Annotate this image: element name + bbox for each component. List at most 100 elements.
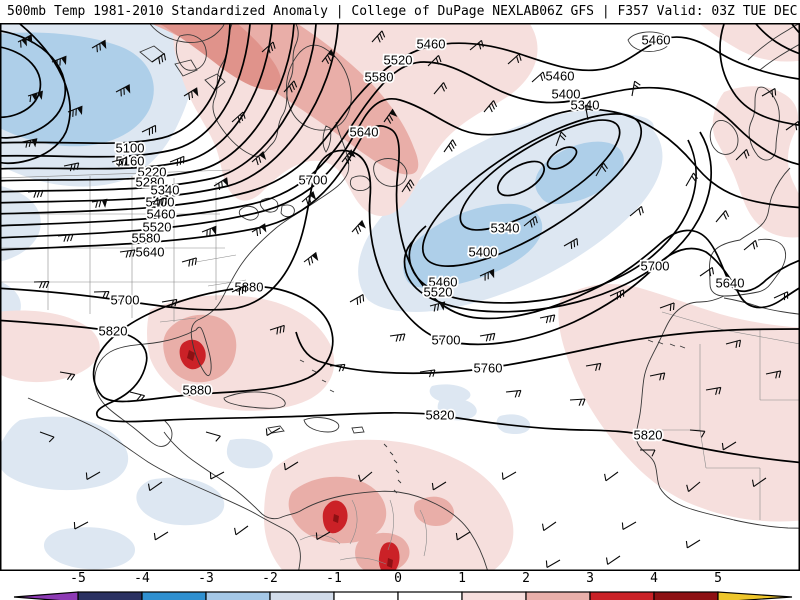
wind-barb (686, 481, 701, 493)
wind-barb (640, 449, 656, 457)
contour-label: 5700 (432, 333, 461, 348)
wind-barb (151, 52, 167, 65)
wind-barb (265, 427, 281, 436)
wind-barb (743, 239, 758, 251)
contour-label: 5280 (136, 175, 165, 190)
wind-barb (721, 441, 737, 451)
wind-barb (201, 225, 217, 237)
colorbar-scale (13, 591, 793, 600)
wind-barb (141, 124, 157, 136)
contour-label: 5820 (99, 324, 128, 339)
wind-barb (563, 238, 579, 249)
contour-label: 5460 (147, 207, 176, 222)
colorbar-tick-labels: -5 -4 -3 -2 -1 0 1 2 3 4 5 (0, 571, 800, 586)
wind-barb (523, 215, 538, 228)
contour-label: 5520 (384, 53, 413, 68)
wind-barb (205, 431, 221, 442)
wind-barb (315, 531, 331, 540)
wind-barb (39, 431, 55, 443)
wind-barb (751, 477, 767, 488)
contour-label: 5340 (571, 98, 600, 113)
wind-barb (419, 369, 436, 378)
wind-barb (251, 223, 267, 236)
wind-barb (531, 71, 546, 83)
wind-barb (73, 521, 89, 530)
wind-barb (765, 370, 782, 379)
wind-barb (735, 149, 750, 161)
colorbar-segment (269, 591, 335, 600)
contour-label: 5580 (365, 70, 394, 85)
wind-barb (705, 386, 722, 395)
contour-label: 5220 (138, 165, 167, 180)
wind-barb (545, 559, 561, 568)
wind-barb (427, 55, 442, 67)
wind-barb (93, 290, 110, 299)
wind-barb (59, 371, 76, 381)
contour-label: 5700 (641, 259, 670, 274)
wind-barb (689, 429, 706, 438)
contour-label: 5820 (634, 428, 663, 443)
contour-label: 5640 (136, 245, 165, 260)
colorbar-tick: -4 (134, 571, 150, 586)
coastlines (27, 24, 799, 570)
wind-barb (321, 49, 336, 65)
title-bar: 500mb Temp 1981-2010 Standardized Anomal… (0, 0, 800, 23)
height-contours (1, 24, 799, 464)
colorbar-tick: 5 (714, 571, 722, 586)
contour-label: 5880 (183, 383, 212, 398)
wind-barb (115, 84, 131, 97)
wind-barb (153, 531, 169, 541)
wind-barb (443, 139, 457, 153)
contour-label: 5400 (552, 87, 581, 102)
wind-barb (91, 39, 107, 53)
wind-barb (761, 88, 777, 98)
wind-barb (169, 155, 185, 166)
wind-barb (261, 41, 276, 54)
wind-barb (479, 332, 496, 342)
contour-label: 5400 (469, 245, 498, 260)
wind-barb (631, 80, 641, 97)
wind-barb (699, 266, 715, 277)
contour-label: 5640 (716, 276, 745, 291)
wind-barb (649, 372, 666, 381)
wind-barb (111, 157, 127, 167)
wind-barb (479, 268, 495, 281)
colorbar-over-arrow (717, 591, 793, 600)
wind-barb (17, 34, 33, 48)
wind-barb (604, 471, 619, 482)
contour-label: 5580 (132, 231, 161, 246)
wind-barb (505, 389, 522, 398)
colorbar-tick: -3 (198, 571, 214, 586)
wind-barb (541, 521, 557, 532)
wind-barb (303, 251, 319, 266)
wind-barb (329, 363, 346, 372)
wind-barb (433, 82, 448, 95)
colorbar-segment (397, 591, 463, 600)
wind-barb (358, 471, 373, 483)
wind-barb (685, 539, 701, 549)
contour-label: 5340 (151, 183, 180, 198)
wind-barb (469, 39, 484, 51)
wind-barb (129, 391, 146, 402)
wind-barb (341, 149, 356, 165)
contour-label: 5340 (491, 221, 520, 236)
wind-barb (269, 324, 285, 335)
colorbar-tick: 4 (650, 571, 658, 586)
wind-barb (51, 55, 67, 67)
wind-barb (584, 104, 593, 121)
colorbar-tick: 2 (522, 571, 530, 586)
wind-barb (234, 525, 249, 536)
wind-barb (539, 314, 556, 324)
wind-barb (501, 471, 517, 480)
wind-barb (33, 280, 50, 289)
contour-label: 5700 (299, 173, 328, 188)
contour-label: 5460 (417, 37, 446, 52)
wind-barb (251, 151, 267, 166)
wind-barb (621, 521, 637, 530)
wind-barb (63, 162, 80, 172)
colorbar-tick: 1 (458, 571, 466, 586)
wind-barb (301, 191, 317, 206)
contour-label: 5100 (116, 141, 145, 156)
wind-barb (151, 197, 167, 207)
